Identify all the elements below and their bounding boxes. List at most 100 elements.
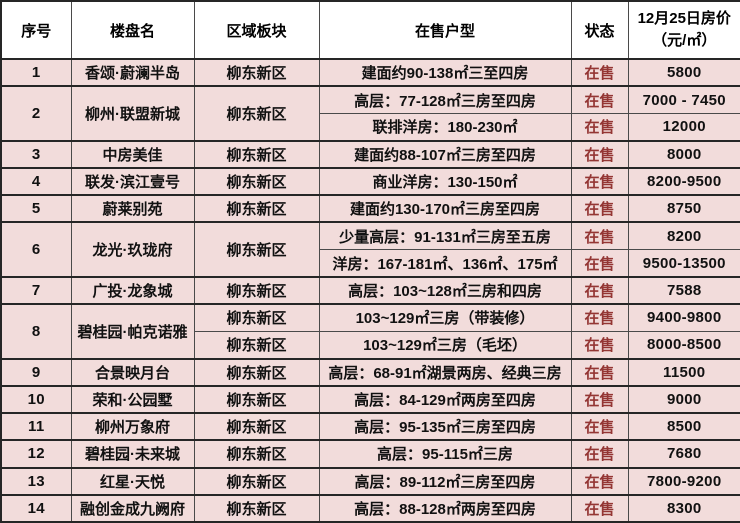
cell-region: 柳东新区 bbox=[193, 330, 320, 360]
table-row: 14 融创金成九阙府 柳东新区 高层：88-128㎡两房至四房 在售 8300 bbox=[0, 493, 740, 523]
cell-status: 在售 bbox=[570, 439, 629, 469]
cell-name: 红星·天悦 bbox=[70, 466, 195, 496]
cell-status: 在售 bbox=[570, 85, 629, 114]
cell-status: 在售 bbox=[570, 493, 629, 523]
cell-price: 8500 bbox=[627, 412, 740, 441]
cell-region: 柳东新区 bbox=[193, 493, 320, 523]
cell-no: 12 bbox=[0, 439, 72, 469]
cell-status: 在售 bbox=[570, 275, 629, 305]
cell-unit-type: 高层：68-91㎡湖景两房、经典三房 bbox=[318, 357, 572, 387]
cell-status: 在售 bbox=[570, 112, 629, 142]
col-header-name: 楼盘名 bbox=[70, 0, 195, 60]
cell-unit-type: 高层：95-115㎡三房 bbox=[318, 439, 572, 469]
cell-name: 蔚莱别苑 bbox=[70, 194, 195, 223]
cell-region: 柳东新区 bbox=[193, 166, 320, 196]
cell-unit-type: 高层：77-128㎡三房至四房 bbox=[318, 85, 572, 114]
cell-no: 11 bbox=[0, 412, 72, 441]
cell-price: 8000 bbox=[627, 139, 740, 169]
cell-status: 在售 bbox=[570, 166, 629, 196]
cell-no: 6 bbox=[0, 221, 72, 278]
col-header-price: 12月25日房价 （元/㎡） bbox=[627, 0, 740, 60]
cell-name: 联发·滨江壹号 bbox=[70, 166, 195, 196]
cell-name: 碧桂园·帕克诺雅 bbox=[70, 303, 195, 360]
cell-status: 在售 bbox=[570, 412, 629, 441]
cell-status: 在售 bbox=[570, 249, 629, 278]
cell-no: 10 bbox=[0, 384, 72, 414]
cell-unit-type: 高层：88-128㎡两房至四房 bbox=[318, 493, 572, 523]
cell-no: 3 bbox=[0, 139, 72, 169]
table-row: 10 荣和·公园墅 柳东新区 高层：84-129㎡两房至四房 在售 9000 bbox=[0, 384, 740, 414]
col-header-price-line2: （元/㎡） bbox=[652, 32, 717, 49]
table-row: 6 龙光·玖珑府 柳东新区 少量高层：91-131㎡三房至五房 在售 8200 bbox=[0, 221, 740, 278]
table-row: 9 合景映月台 柳东新区 高层：68-91㎡湖景两房、经典三房 在售 11500 bbox=[0, 357, 740, 387]
cell-name: 柳州万象府 bbox=[70, 412, 195, 441]
cell-region: 柳东新区 bbox=[193, 221, 320, 278]
table-row: 11 柳州万象府 柳东新区 高层：95-135㎡三房至四房 在售 8500 bbox=[0, 412, 740, 441]
table-row: 4 联发·滨江壹号 柳东新区 商业洋房：130-150㎡ 在售 8200-950… bbox=[0, 166, 740, 196]
cell-region: 柳东新区 bbox=[193, 466, 320, 496]
cell-region: 柳东新区 bbox=[193, 439, 320, 469]
cell-name: 荣和·公园墅 bbox=[70, 384, 195, 414]
cell-status: 在售 bbox=[570, 357, 629, 387]
table-row: 8 碧桂园·帕克诺雅 柳东新区 103~129㎡三房（带装修） 在售 9400-… bbox=[0, 303, 740, 360]
cell-no: 7 bbox=[0, 275, 72, 305]
table-row: 1 香颂·蔚澜半岛 柳东新区 建面约90-138㎡三至四房 在售 5800 bbox=[0, 57, 740, 87]
cell-no: 13 bbox=[0, 466, 72, 496]
cell-name: 广投·龙象城 bbox=[70, 275, 195, 305]
cell-unit-type: 103~129㎡三房（毛坯） bbox=[318, 330, 572, 360]
col-header-price-line1: 12月25日房价 bbox=[637, 9, 731, 27]
cell-unit-type: 少量高层：91-131㎡三房至五房 bbox=[318, 221, 572, 251]
cell-status: 在售 bbox=[570, 57, 629, 87]
cell-no: 4 bbox=[0, 166, 72, 196]
col-header-units: 在售户型 bbox=[318, 0, 572, 60]
cell-unit-type: 建面约130-170㎡三房至四房 bbox=[318, 194, 572, 223]
cell-price: 7800-9200 bbox=[627, 466, 740, 496]
cell-unit-type: 高层：89-112㎡三房至四房 bbox=[318, 466, 572, 496]
cell-price: 8200 bbox=[627, 221, 740, 251]
cell-name: 融创金成九阙府 bbox=[70, 493, 195, 523]
table-row: 7 广投·龙象城 柳东新区 高层：103~128㎡三房和四房 在售 7588 bbox=[0, 275, 740, 305]
cell-price: 7680 bbox=[627, 439, 740, 469]
cell-unit-type: 洋房：167-181㎡、136㎡、175㎡ bbox=[318, 249, 572, 278]
table-row: 13 红星·天悦 柳东新区 高层：89-112㎡三房至四房 在售 7800-92… bbox=[0, 466, 740, 496]
cell-name: 中房美佳 bbox=[70, 139, 195, 169]
table-row: 2 柳州·联盟新城 柳东新区 高层：77-128㎡三房至四房 在售 7000 -… bbox=[0, 85, 740, 142]
cell-status: 在售 bbox=[570, 384, 629, 414]
cell-price: 7588 bbox=[627, 275, 740, 305]
cell-status: 在售 bbox=[570, 303, 629, 332]
cell-price: 9400-9800 bbox=[627, 303, 740, 332]
cell-unit-type: 103~129㎡三房（带装修） bbox=[318, 303, 572, 332]
cell-region: 柳东新区 bbox=[193, 303, 320, 332]
cell-region: 柳东新区 bbox=[193, 275, 320, 305]
cell-no: 1 bbox=[0, 57, 72, 87]
cell-name: 合景映月台 bbox=[70, 357, 195, 387]
cell-unit-type: 高层：95-135㎡三房至四房 bbox=[318, 412, 572, 441]
table-subrow: 联排洋房：180-230㎡ 在售 12000 bbox=[1, 112, 740, 142]
cell-price: 9000 bbox=[627, 384, 740, 414]
col-header-region: 区域板块 bbox=[193, 0, 320, 60]
cell-unit-type: 高层：103~128㎡三房和四房 bbox=[318, 275, 572, 305]
cell-status: 在售 bbox=[570, 139, 629, 169]
cell-price: 12000 bbox=[627, 112, 740, 142]
cell-price: 5800 bbox=[627, 57, 740, 87]
cell-unit-type: 高层：84-129㎡两房至四房 bbox=[318, 384, 572, 414]
cell-no: 5 bbox=[0, 194, 72, 223]
cell-name: 碧桂园·未来城 bbox=[70, 439, 195, 469]
cell-name: 龙光·玖珑府 bbox=[70, 221, 195, 278]
cell-region: 柳东新区 bbox=[193, 139, 320, 169]
cell-price: 11500 bbox=[627, 357, 740, 387]
cell-price: 8300 bbox=[627, 493, 740, 523]
cell-status: 在售 bbox=[570, 194, 629, 223]
cell-no: 2 bbox=[0, 85, 72, 142]
cell-price: 9500-13500 bbox=[627, 249, 740, 278]
cell-name: 柳州·联盟新城 bbox=[70, 85, 195, 142]
cell-region: 柳东新区 bbox=[193, 357, 320, 387]
cell-region: 柳东新区 bbox=[193, 57, 320, 87]
cell-price: 8200-9500 bbox=[627, 166, 740, 196]
cell-region: 柳东新区 bbox=[193, 194, 320, 223]
cell-region: 柳东新区 bbox=[193, 412, 320, 441]
cell-price: 8750 bbox=[627, 194, 740, 223]
cell-unit-type: 建面约88-107㎡三房至四房 bbox=[318, 139, 572, 169]
cell-no: 14 bbox=[0, 493, 72, 523]
